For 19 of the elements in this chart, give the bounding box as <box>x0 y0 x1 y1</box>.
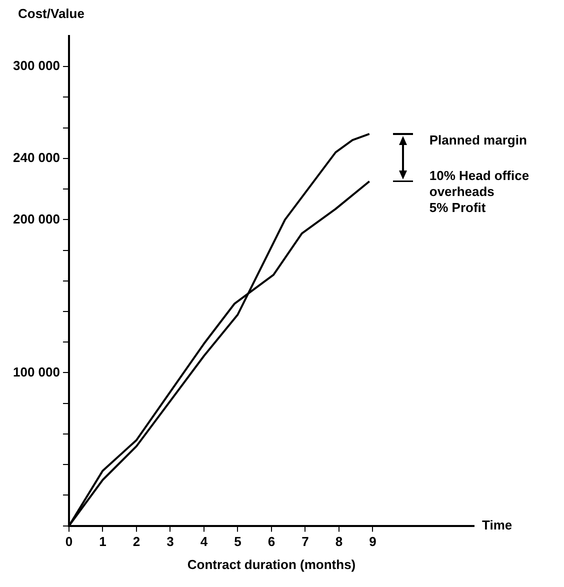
annotation: 10% Head office overheads 5% Profit <box>429 168 530 215</box>
x-tick-label: 3 <box>166 534 174 550</box>
annotation: Planned margin <box>429 132 527 148</box>
x-tick-label: 2 <box>132 534 140 550</box>
y-tick-label: 300 000 <box>12 58 60 74</box>
x-tick-label: 9 <box>369 534 376 550</box>
x-tick-label: 0 <box>65 534 73 550</box>
x-tick-label: 8 <box>335 534 343 550</box>
x-axis-title: Contract duration (months) <box>187 556 356 572</box>
x-tick-label: 7 <box>302 534 309 550</box>
text: Time <box>482 517 512 532</box>
x-tick-label: 4 <box>200 534 208 550</box>
x-tick-label: 1 <box>99 534 106 550</box>
y-tick-label: 240 000 <box>12 150 60 166</box>
x-tick-label: 6 <box>268 534 276 550</box>
y-tick-label: 100 000 <box>12 364 60 380</box>
y-axis-title: Cost/Value <box>18 6 84 22</box>
x-tick-label: 5 <box>234 534 242 550</box>
y-tick-label: 200 000 <box>12 211 60 226</box>
